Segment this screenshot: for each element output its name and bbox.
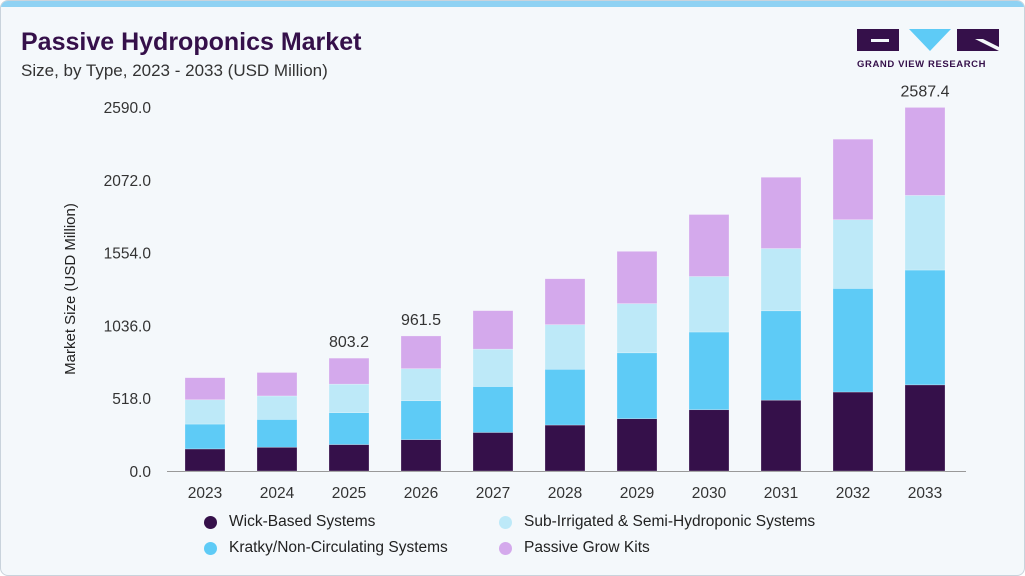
x-tick-label: 2026 <box>404 485 438 501</box>
legend-swatch <box>499 515 512 529</box>
data-label: 961.5 <box>401 312 441 329</box>
y-tick-label: 1554.0 <box>104 246 152 263</box>
bar-segment <box>616 352 658 420</box>
bar-segment <box>904 269 946 386</box>
y-tick-label: 2590.0 <box>104 100 152 117</box>
bar-segment <box>184 399 226 425</box>
x-tick-label: 2025 <box>332 485 366 501</box>
y-tick-label: 0.0 <box>129 464 151 481</box>
legend-swatch <box>204 541 217 555</box>
bar-segment <box>328 412 370 445</box>
bar-segment <box>256 395 298 420</box>
bar-segment <box>832 391 874 472</box>
legend-item: Kratky/Non-Circulating Systems <box>204 539 448 557</box>
bar-segment <box>616 251 658 304</box>
y-tick-label: 1036.0 <box>104 318 152 335</box>
x-tick-label: 2023 <box>188 485 222 501</box>
bar-segment <box>832 138 874 221</box>
x-tick-label: 2028 <box>548 485 582 501</box>
bar-segment <box>544 424 586 472</box>
bar-segment <box>760 248 802 312</box>
legend-item: Passive Grow Kits <box>499 539 650 557</box>
y-tick-label: 2072.0 <box>104 173 152 190</box>
bar-segment <box>256 446 298 472</box>
x-tick-label: 2024 <box>260 485 295 501</box>
bar-segment <box>256 372 298 397</box>
x-tick-label: 2033 <box>908 485 942 501</box>
bar-segment <box>184 448 226 472</box>
bar-segment <box>832 288 874 393</box>
stacked-bar-chart: 0.0 518.0 1036.0 1554.0 2072.0 2590.0 Market S… <box>62 83 966 501</box>
data-label: 803.2 <box>329 334 369 351</box>
chart-title: Passive Hydroponics Market <box>21 28 362 56</box>
data-label: 2587.4 <box>901 83 950 100</box>
legend-swatch <box>499 541 512 555</box>
bar-segment <box>256 419 298 448</box>
bar-segment <box>688 276 730 333</box>
logo-text: GRAND VIEW RESEARCH <box>857 59 987 70</box>
bar-segment <box>472 432 514 472</box>
legend-label: Sub-Irrigated & Semi-Hydroponic Systems <box>524 513 816 530</box>
x-tick-label: 2029 <box>620 485 654 501</box>
y-tick-label: 518.0 <box>112 391 151 408</box>
bar-segment <box>904 384 946 472</box>
legend-label: Wick-Based Systems <box>229 513 376 530</box>
y-axis-label: Market Size (USD Million) <box>62 203 79 375</box>
bar-segment <box>760 176 802 249</box>
bar-segment <box>616 303 658 354</box>
bar-segment <box>688 409 730 472</box>
chart-subtitle: Size, by Type, 2023 - 2033 (USD Million) <box>21 61 328 80</box>
bar-segment <box>400 400 442 440</box>
bar-segment <box>328 383 370 413</box>
x-tick-label: 2027 <box>476 485 510 501</box>
bar-segment <box>544 324 586 370</box>
grand-view-research-logo <box>857 29 999 51</box>
bar-segment <box>328 444 370 472</box>
bar-segment <box>184 423 226 450</box>
bar-segment <box>544 278 586 325</box>
bar-segment <box>400 439 442 472</box>
legend-label: Passive Grow Kits <box>524 539 650 556</box>
bar-segment <box>760 310 802 401</box>
bar-segment <box>760 399 802 472</box>
legend-swatch <box>204 515 217 529</box>
bar-segment <box>904 107 946 196</box>
bar-segment <box>328 357 370 385</box>
legend-item: Wick-Based Systems <box>204 513 375 531</box>
bar-segment <box>472 386 514 433</box>
bar-segment <box>904 195 946 271</box>
bar-segment <box>688 331 730 411</box>
bar-segment <box>472 348 514 387</box>
x-tick-label: 2030 <box>692 485 727 501</box>
bar-segment <box>832 219 874 289</box>
bar-segment <box>472 310 514 350</box>
x-tick-label: 2032 <box>836 485 870 501</box>
x-tick-label: 2031 <box>764 485 798 501</box>
top-accent-bar <box>1 1 1024 7</box>
legend-item: Sub-Irrigated & Semi-Hydroponic Systems <box>499 513 815 531</box>
bar-segment <box>544 368 586 426</box>
legend-label: Kratky/Non-Circulating Systems <box>229 539 448 556</box>
bar-segment <box>400 368 442 402</box>
bar-segment <box>616 418 658 472</box>
bar-segment <box>184 377 226 401</box>
bar-segment <box>688 214 730 277</box>
bar-segment <box>400 335 442 369</box>
